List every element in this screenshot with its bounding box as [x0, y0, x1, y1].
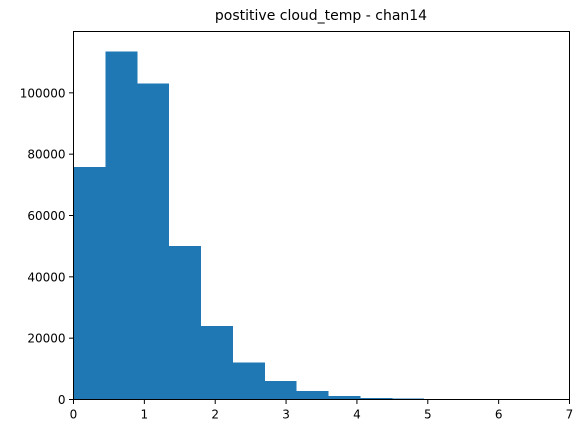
histogram-bar-9 [360, 397, 393, 400]
y-tick-label-3: 60000 [27, 209, 65, 223]
y-tick-label-5: 100000 [20, 86, 66, 100]
histogram-bar-3 [169, 246, 202, 400]
histogram-bar-0 [73, 167, 106, 400]
x-axis-ticks: 0 1 2 3 4 5 6 7 [70, 399, 574, 422]
histogram-bars [73, 51, 552, 400]
y-tick-label-0: 0 [58, 393, 66, 407]
histogram-bar-4 [201, 325, 233, 400]
y-tick-label-1: 20000 [27, 332, 65, 346]
histogram-bar-5 [232, 362, 265, 400]
x-tick-label-5: 5 [424, 408, 432, 422]
histogram-bar-2 [137, 83, 170, 400]
histogram-bar-6 [264, 381, 297, 400]
x-tick-label-4: 4 [353, 408, 361, 422]
x-tick-label-6: 6 [495, 408, 503, 422]
y-axis-ticks: 0 20000 40000 60000 80000 100000 [20, 86, 74, 407]
x-tick-label-2: 2 [211, 408, 219, 422]
y-tick-label-4: 80000 [27, 148, 65, 162]
x-tick-label-3: 3 [282, 408, 290, 422]
x-tick-label-1: 1 [141, 408, 149, 422]
histogram-bar-8 [328, 395, 361, 400]
x-tick-label-7: 7 [566, 408, 574, 422]
histogram-bar-7 [296, 391, 329, 400]
y-tick-label-2: 40000 [27, 270, 65, 284]
x-tick-label-0: 0 [70, 408, 78, 422]
chart-title: postitive cloud_temp - chan14 [215, 8, 427, 24]
histogram-bar-1 [105, 51, 138, 400]
